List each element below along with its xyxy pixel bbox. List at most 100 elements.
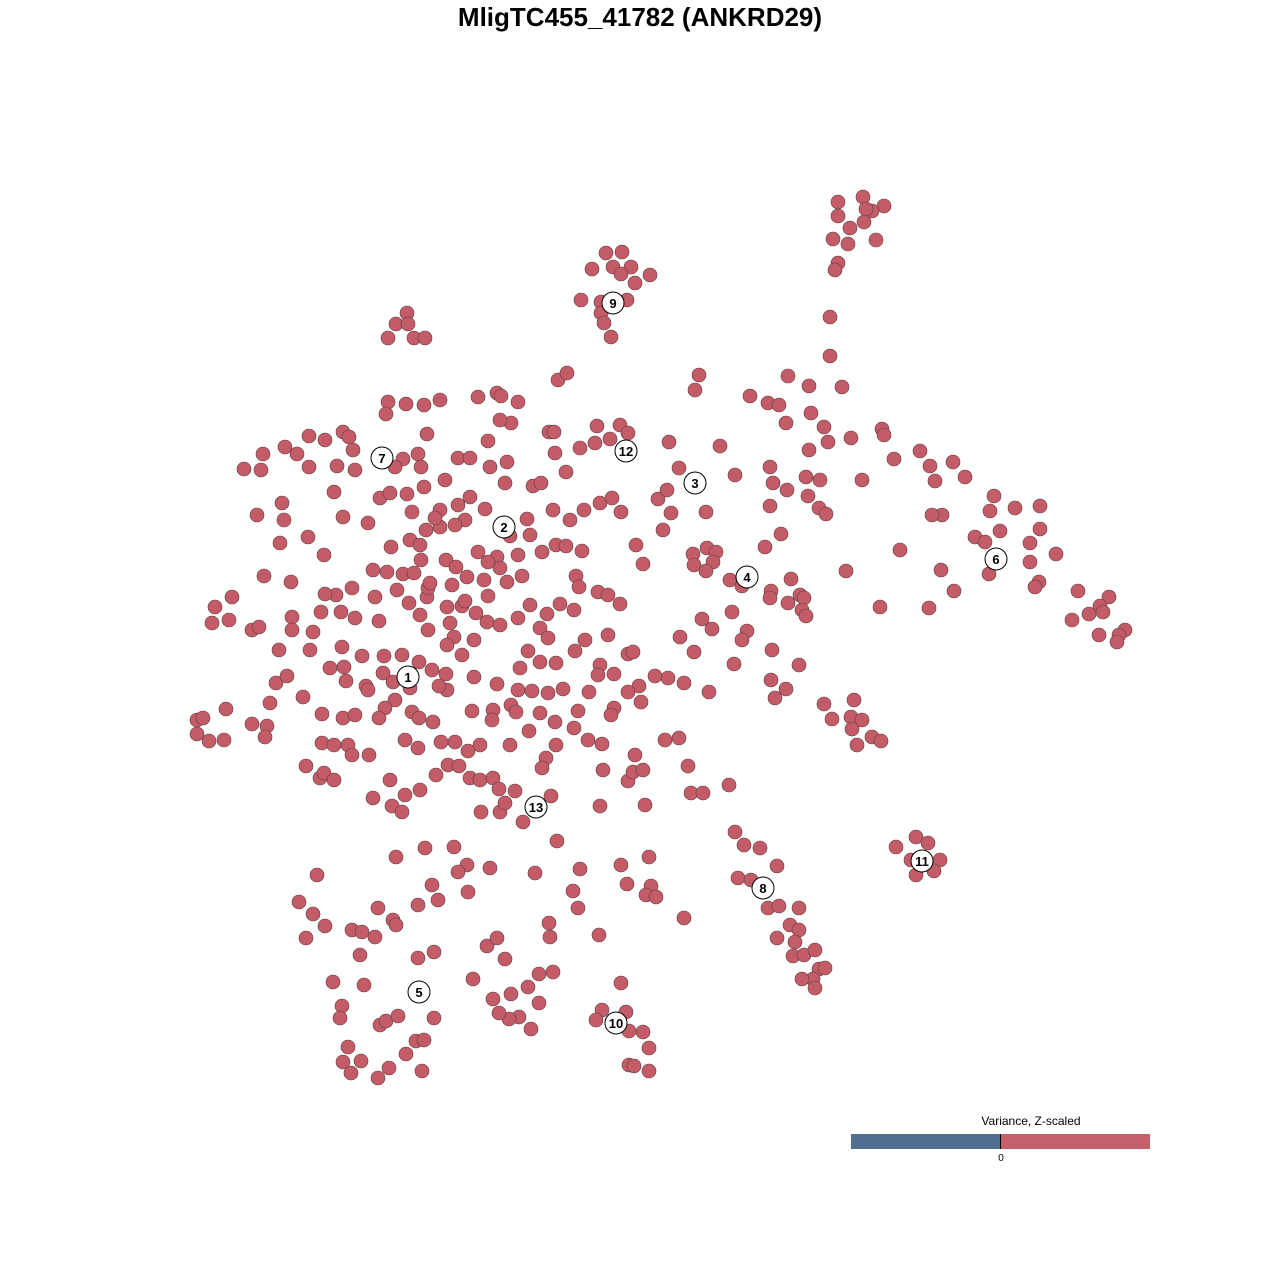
data-point: [1095, 604, 1111, 620]
data-point: [317, 432, 333, 448]
data-point: [394, 647, 410, 663]
colorbar-low-segment: [851, 1134, 1001, 1149]
data-point: [641, 1063, 657, 1079]
data-point: [519, 511, 535, 527]
cluster-label-text: 7: [378, 451, 385, 466]
data-point: [825, 231, 841, 247]
data-point: [295, 689, 311, 705]
data-point: [367, 589, 383, 605]
data-point: [473, 804, 489, 820]
data-point: [502, 737, 518, 753]
colorbar-high-segment: [1001, 1134, 1150, 1149]
data-point: [302, 642, 318, 658]
data-point: [510, 610, 526, 626]
data-point: [671, 460, 687, 476]
data-point: [920, 835, 936, 851]
data-point: [268, 675, 284, 691]
data-point: [595, 762, 611, 778]
cluster-label-badge: [683, 471, 707, 495]
data-point: [1081, 606, 1097, 622]
data-point: [545, 502, 561, 518]
data-point: [635, 1024, 651, 1040]
data-point: [736, 837, 752, 853]
data-point: [291, 894, 307, 910]
data-point: [416, 1032, 432, 1048]
data-point: [417, 840, 433, 856]
data-point: [465, 971, 481, 987]
data-point: [347, 610, 363, 626]
data-point: [812, 472, 828, 488]
cluster-label-4: 4: [735, 565, 759, 589]
data-point: [570, 703, 586, 719]
data-point: [439, 637, 455, 653]
data-point: [397, 732, 413, 748]
data-point: [762, 459, 778, 475]
data-point: [376, 648, 392, 664]
data-point: [726, 656, 742, 672]
data-point: [314, 735, 330, 751]
data-point: [581, 684, 597, 700]
data-point: [221, 612, 237, 628]
data-point: [447, 734, 463, 750]
data-point: [521, 723, 537, 739]
data-point: [256, 568, 272, 584]
data-point: [757, 539, 773, 555]
data-point: [367, 929, 383, 945]
data-point: [571, 579, 587, 595]
data-point: [612, 596, 628, 612]
data-point: [555, 681, 571, 697]
data-point: [721, 777, 737, 793]
data-point: [424, 662, 440, 678]
data-point: [822, 348, 838, 364]
data-point: [244, 716, 260, 732]
data-point: [322, 660, 338, 676]
data-point: [492, 560, 508, 576]
data-point: [424, 877, 440, 893]
data-point: [325, 974, 341, 990]
data-point: [844, 721, 860, 737]
data-point: [655, 522, 671, 538]
data-point: [783, 571, 799, 587]
data-point: [680, 758, 696, 774]
data-point: [365, 562, 381, 578]
data-point: [780, 595, 796, 611]
data-point: [752, 840, 768, 856]
data-point: [824, 711, 840, 727]
data-point: [216, 732, 232, 748]
data-point: [730, 870, 746, 886]
data-point: [856, 214, 872, 230]
data-point: [492, 412, 508, 428]
data-point: [620, 684, 636, 700]
data-point: [838, 563, 854, 579]
legend-title: Variance, Z-scaled: [981, 1114, 1081, 1128]
data-point: [491, 1005, 507, 1021]
data-point: [411, 710, 427, 726]
data-point: [334, 998, 350, 1014]
data-point: [843, 430, 859, 446]
data-point: [309, 867, 325, 883]
data-point: [470, 544, 486, 560]
data-point: [1048, 546, 1064, 562]
data-point: [868, 232, 884, 248]
data-point: [807, 942, 823, 958]
data-point: [619, 876, 635, 892]
data-point: [459, 569, 475, 585]
data-point: [447, 517, 463, 533]
data-point: [512, 660, 528, 676]
data-point: [335, 1054, 351, 1070]
data-point: [817, 960, 833, 976]
data-point: [354, 924, 370, 940]
data-point: [329, 458, 345, 474]
data-point: [484, 712, 500, 728]
data-point: [335, 710, 351, 726]
data-point: [510, 547, 526, 563]
data-point: [431, 678, 447, 694]
data-point: [300, 529, 316, 545]
data-point: [271, 642, 287, 658]
data-point: [189, 726, 205, 742]
data-point: [298, 930, 314, 946]
data-point: [379, 564, 395, 580]
cluster-label-badge: [396, 665, 420, 689]
data-point: [727, 467, 743, 483]
